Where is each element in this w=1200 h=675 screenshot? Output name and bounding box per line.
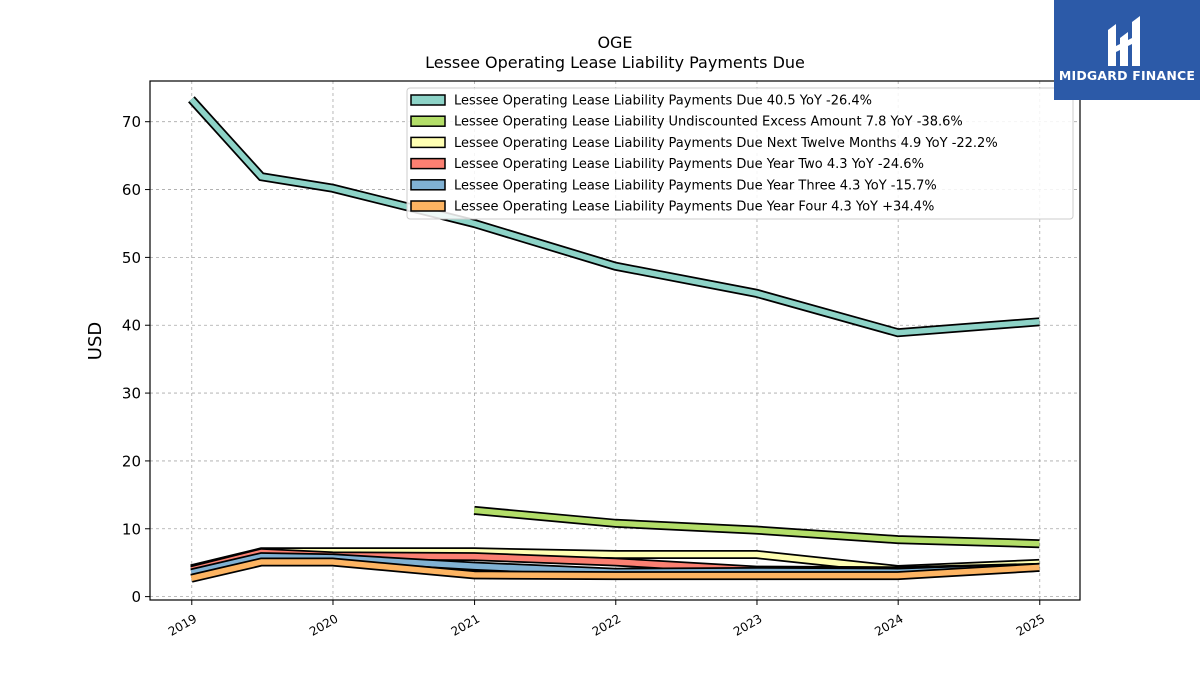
chart-subtitle: Lessee Operating Lease Liability Payment… bbox=[425, 53, 805, 72]
legend-swatch bbox=[410, 94, 446, 106]
legend-swatch bbox=[410, 115, 446, 127]
x-axis: 2019 2020 2021 2022 2023 2024 2025 bbox=[166, 600, 1047, 639]
y-axis: 0 10 20 30 40 50 60 70 bbox=[122, 113, 150, 606]
legend-swatch bbox=[410, 136, 446, 149]
legend-label: Lessee Operating Lease Liability Payment… bbox=[454, 94, 872, 109]
chart-title: OGE bbox=[597, 33, 632, 52]
x-tick-label: 2025 bbox=[1014, 611, 1047, 638]
legend-label: Lessee Operating Lease Liability Payment… bbox=[454, 157, 924, 172]
y-tick-label: 20 bbox=[122, 452, 141, 470]
x-tick-label: 2023 bbox=[731, 611, 764, 638]
midgard-logo-icon bbox=[1108, 16, 1140, 66]
plot-frame bbox=[149, 80, 1081, 601]
x-tick-label: 2024 bbox=[872, 611, 905, 638]
x-tick-label: 2019 bbox=[166, 611, 199, 638]
legend-swatch bbox=[410, 157, 446, 170]
legend-swatch bbox=[410, 200, 446, 212]
y-tick-label: 30 bbox=[122, 385, 141, 403]
brand-name: MIDGARD FINANCE bbox=[1058, 68, 1196, 83]
x-tick-label: 2022 bbox=[590, 611, 623, 638]
legend-label: Lessee Operating Lease Liability Payment… bbox=[454, 200, 934, 215]
y-tick-label: 70 bbox=[122, 113, 141, 131]
legend-box bbox=[406, 87, 1074, 220]
y-tick-label: 40 bbox=[122, 317, 141, 335]
y-tick-label: 0 bbox=[131, 588, 141, 606]
brand-logo: MIDGARD FINANCE bbox=[1054, 0, 1200, 100]
y-tick-label: 10 bbox=[122, 520, 141, 538]
legend-label: Lessee Operating Lease Liability Undisco… bbox=[454, 115, 963, 130]
y-axis-label: USD bbox=[85, 322, 106, 360]
series-line bbox=[473, 507, 1040, 547]
x-tick-label: 2020 bbox=[307, 611, 340, 638]
legend-label: Lessee Operating Lease Liability Payment… bbox=[454, 136, 998, 151]
series-line bbox=[189, 97, 1040, 336]
x-tick-label: 2021 bbox=[449, 611, 482, 638]
legend-swatch bbox=[410, 179, 446, 191]
series-lines bbox=[188, 96, 1040, 583]
legend: Lessee Operating Lease Liability Payment… bbox=[406, 87, 1074, 220]
y-tick-label: 50 bbox=[122, 249, 141, 267]
y-tick-label: 60 bbox=[122, 181, 141, 199]
legend-label: Lessee Operating Lease Liability Payment… bbox=[454, 178, 937, 193]
series-line bbox=[190, 559, 1040, 581]
